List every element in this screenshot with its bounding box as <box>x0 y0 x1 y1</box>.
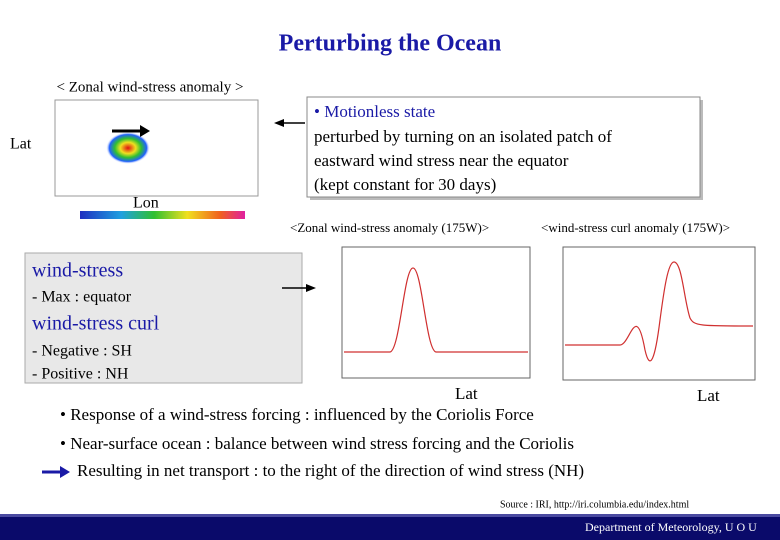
bullet: • Response of a wind-stress forcing : in… <box>60 405 534 424</box>
info-line: perturbed by turning on an isolated patc… <box>314 127 612 146</box>
pointer-arrow-head <box>306 284 316 292</box>
summary-box <box>24 252 303 384</box>
summary-heading: wind-stress curl <box>32 313 160 335</box>
curl-curve <box>565 261 754 362</box>
summary-point: - Max : equator <box>32 289 132 306</box>
wind-arrow-head <box>140 125 150 137</box>
map-caption: < Zonal wind-stress anomaly > <box>57 79 244 95</box>
bullet: • Near-surface ocean : balance between w… <box>60 434 574 453</box>
info-heading: • Motionless state <box>314 102 435 121</box>
info-line: eastward wind stress near the equator <box>314 151 569 170</box>
footer-text: Department of Meteorology, U O U <box>585 520 757 534</box>
map-x-label: Lon <box>133 195 159 212</box>
stress-curve <box>344 267 528 353</box>
summary-point: - Negative : SH <box>32 343 132 360</box>
wind-patch <box>106 132 150 164</box>
bullet: Resulting in net transport : to the righ… <box>77 461 584 480</box>
summary-heading: wind-stress <box>32 260 123 282</box>
plot-x-label: Lat <box>455 384 478 403</box>
title: Perturbing the Ocean <box>279 31 502 57</box>
pointer-arrow-head <box>274 119 284 127</box>
plot-x-label: Lat <box>697 386 720 405</box>
map-frame <box>54 99 259 197</box>
plot-frame <box>562 246 756 381</box>
plot-caption: <wind-stress curl anomaly (175W)> <box>541 220 730 235</box>
plot-caption: <Zonal wind-stress anomaly (175W)> <box>290 220 489 235</box>
summary-point: - Positive : NH <box>32 366 129 383</box>
info-line: (kept constant for 30 days) <box>314 175 496 194</box>
footer-stripe <box>0 514 780 517</box>
map-y-label: Lat <box>10 136 32 153</box>
footer-bar <box>0 517 780 540</box>
bullet-arrow-head <box>60 466 70 478</box>
colorbar <box>80 211 245 219</box>
source: Source : IRI, http://iri.columbia.edu/in… <box>500 499 689 510</box>
info-box <box>306 96 701 198</box>
plot-frame <box>341 246 531 379</box>
